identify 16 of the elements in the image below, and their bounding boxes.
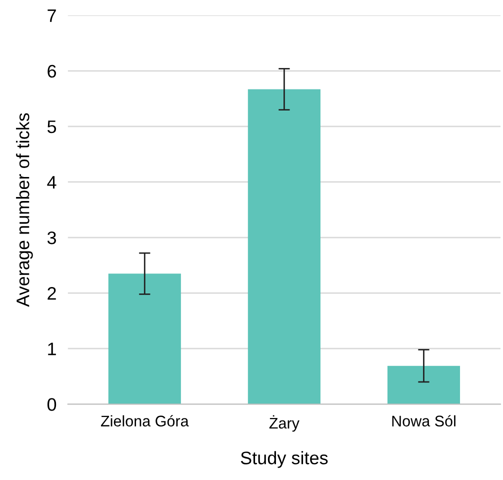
y-tick-label: 0 (47, 398, 56, 411)
y-tick-label: 5 (47, 120, 56, 134)
x-axis-title: Study sites (240, 451, 328, 468)
bar (108, 274, 181, 404)
y-tick-label: 4 (47, 176, 56, 189)
y-axis-title: Average number of ticks (16, 113, 33, 307)
y-tick-label: 2 (48, 287, 56, 300)
bar (387, 366, 460, 404)
y-tick-label: 7 (48, 9, 56, 22)
bar (248, 89, 320, 404)
x-tick-label: Zielona Góra (100, 415, 189, 426)
y-tick-label: 6 (48, 64, 56, 78)
y-tick-label: 1 (48, 342, 56, 356)
x-tick-label: Nowa Sól (392, 415, 456, 426)
y-tick-label: 3 (47, 231, 56, 244)
x-tick-label: Żary (269, 415, 300, 432)
